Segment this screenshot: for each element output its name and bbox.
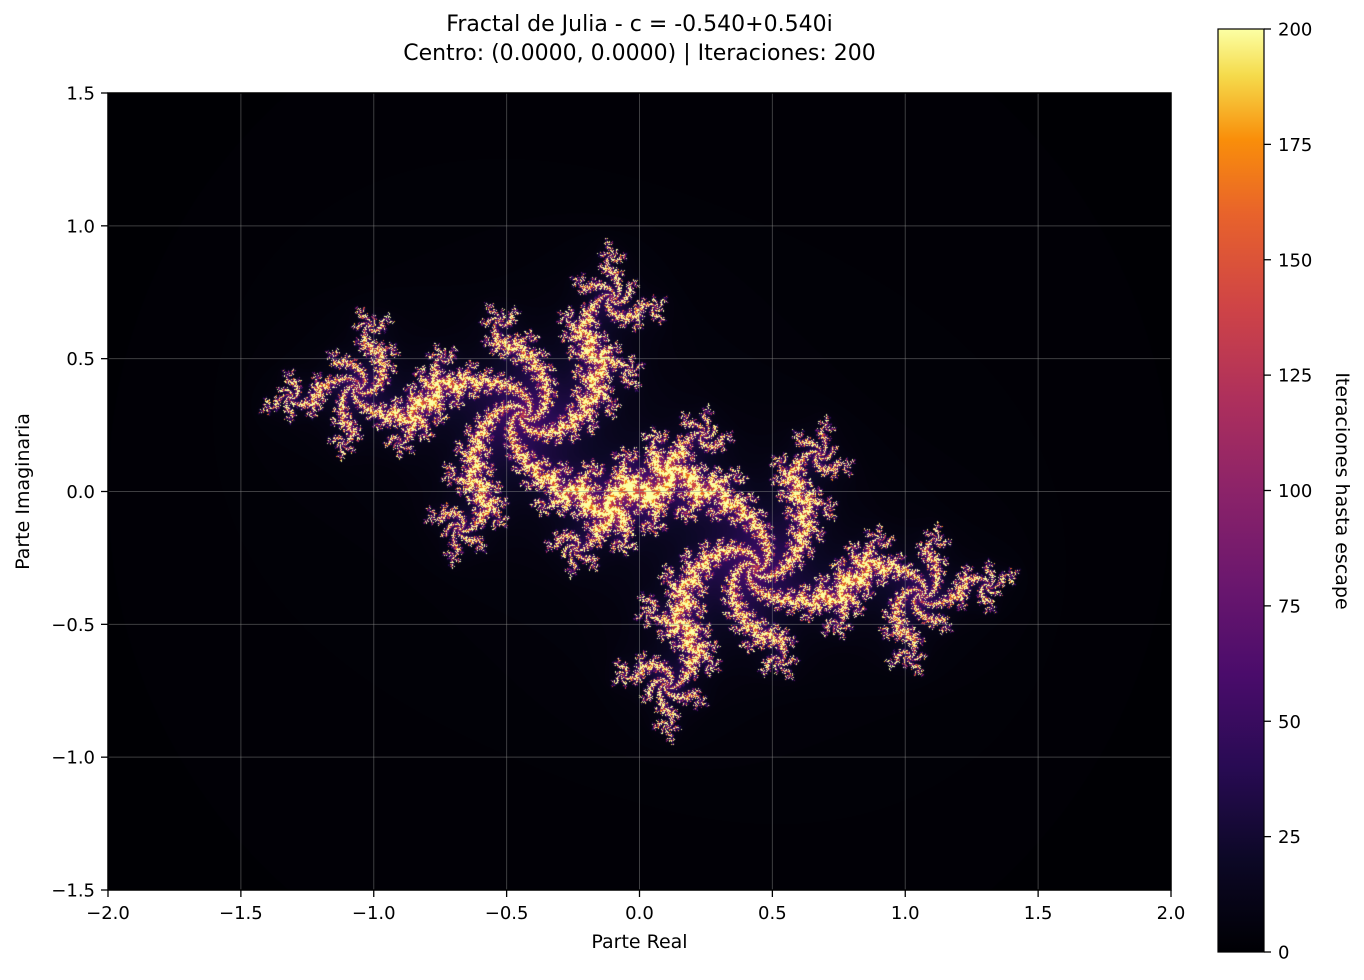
x-tick-label: 1.0 bbox=[891, 903, 920, 924]
x-axis: −2.0 −1.5 −1.0 −0.5 0.0 0.5 1.0 1.5 2.0 bbox=[86, 890, 1185, 924]
colorbar-tick-label: 200 bbox=[1278, 20, 1312, 41]
fractal-image bbox=[108, 93, 1171, 890]
x-tick-label: 0.0 bbox=[625, 903, 654, 924]
colorbar-tick-label: 50 bbox=[1278, 712, 1301, 733]
colorbar-tick-label: 125 bbox=[1278, 366, 1312, 387]
y-tick-label: 1.0 bbox=[66, 216, 95, 237]
colorbar-tick-label: 75 bbox=[1278, 596, 1301, 617]
x-tick-label: −0.5 bbox=[485, 903, 529, 924]
colorbar-tick-label: 25 bbox=[1278, 827, 1301, 848]
colorbar-axis: 0 25 50 75 100 125 150 175 200 bbox=[1264, 20, 1312, 964]
x-tick-label: 0.5 bbox=[758, 903, 787, 924]
x-tick-label: 2.0 bbox=[1157, 903, 1186, 924]
y-tick-label: 1.5 bbox=[66, 84, 95, 105]
y-tick-label: −1.0 bbox=[51, 748, 95, 769]
x-axis-label: Parte Real bbox=[591, 931, 687, 953]
colorbar-label: Iteraciones hasta escape bbox=[1331, 372, 1353, 609]
y-tick-label: 0.0 bbox=[66, 482, 95, 503]
y-tick-label: 0.5 bbox=[66, 349, 95, 370]
colorbar-tick-label: 175 bbox=[1278, 135, 1312, 156]
y-tick-label: −0.5 bbox=[51, 615, 95, 636]
y-axis: −1.5 −1.0 −0.5 0.0 0.5 1.0 1.5 bbox=[51, 84, 108, 902]
x-tick-label: −2.0 bbox=[86, 903, 130, 924]
x-tick-label: 1.5 bbox=[1024, 903, 1053, 924]
colorbar bbox=[1218, 29, 1264, 952]
y-axis-label: Parte Imaginaria bbox=[12, 413, 34, 570]
chart-title-line-2: Centro: (0.0000, 0.0000) | Iteraciones: … bbox=[403, 41, 876, 66]
x-tick-label: −1.5 bbox=[219, 903, 263, 924]
y-tick-label: −1.5 bbox=[51, 881, 95, 902]
colorbar-tick-label: 100 bbox=[1278, 481, 1312, 502]
chart-title-line-1: Fractal de Julia - c = -0.540+0.540i bbox=[446, 12, 833, 37]
colorbar-tick-label: 0 bbox=[1278, 943, 1289, 964]
x-tick-label: −1.0 bbox=[352, 903, 396, 924]
colorbar-tick-label: 150 bbox=[1278, 250, 1312, 271]
grid bbox=[108, 93, 1171, 890]
